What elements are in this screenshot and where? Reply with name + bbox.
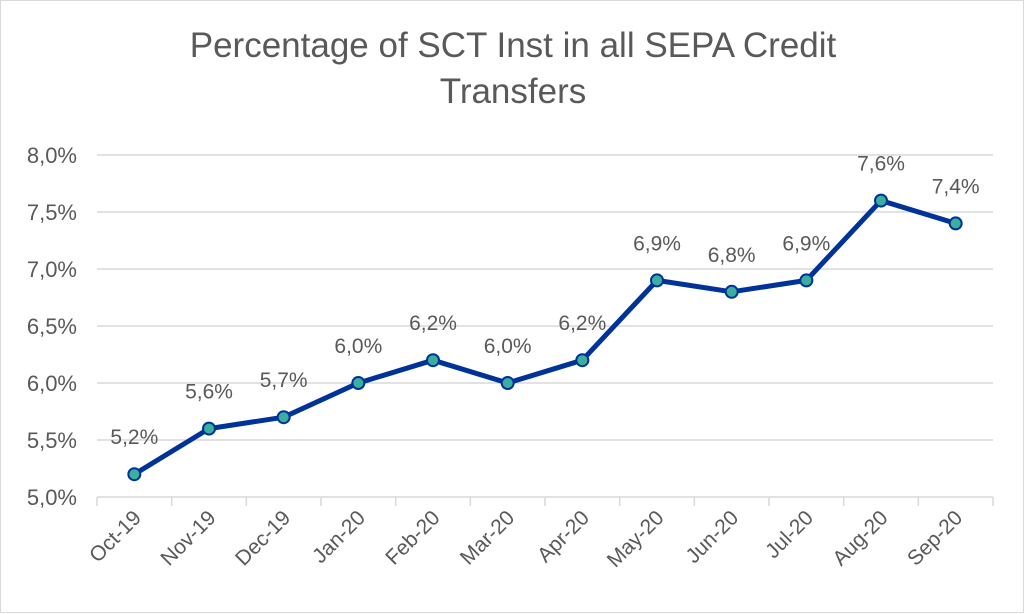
x-tick-label: Jan-20 [308,506,370,568]
data-point [500,376,515,390]
y-tick-label: 8,0% [27,143,77,168]
y-tick-label: 5,0% [27,485,77,510]
x-tick-label: Feb-20 [381,506,444,569]
data-label: 5,2% [110,426,158,449]
data-label: 6,8% [708,244,756,267]
y-tick-label: 5,5% [27,428,77,453]
data-label: 7,4% [932,175,980,198]
data-label: 6,2% [558,312,606,335]
data-label: 5,6% [185,381,233,404]
chart-title-line2: Transfers [439,72,587,111]
data-label: 6,9% [782,232,830,255]
series-line [133,198,957,477]
x-tick-label: Jul-20 [761,506,818,563]
data-point [948,216,963,231]
data-point [724,284,739,299]
data-point [426,353,440,368]
x-tick-label: Aug-20 [828,506,892,570]
x-tick-label: Dec-19 [231,506,295,570]
chart-title: Percentage of SCT Inst in all SEPA Credi… [1,23,1024,115]
y-tick-label: 7,5% [27,200,77,225]
data-label: 7,6% [857,153,905,176]
data-point [127,467,142,482]
x-tick-label: Sep-20 [903,506,967,570]
data-label: 6,0% [334,335,382,358]
x-tick-label: Apr-20 [533,506,594,567]
y-tick-label: 7,0% [27,257,77,282]
data-label: 5,7% [260,369,308,392]
x-tick-label: Mar-20 [456,506,519,569]
chart-title-line1: Percentage of SCT Inst in all SEPA Credi… [189,26,837,65]
data-point [874,193,888,208]
data-point [351,376,366,390]
data-point [650,273,664,288]
data-point [202,421,216,436]
data-label: 6,9% [633,232,681,255]
data-point [575,353,590,368]
x-tick-label: Jun-20 [682,506,744,568]
x-tick-label: Nov-19 [156,506,220,570]
x-tick-label: May-20 [603,506,669,572]
data-label: 6,0% [484,335,532,358]
x-tick-label: Oct-19 [85,506,146,567]
y-tick-label: 6,0% [27,371,77,396]
data-label: 6,2% [409,312,457,335]
data-point [276,410,291,425]
y-tick-label: 6,5% [27,314,77,339]
data-point [799,273,814,288]
